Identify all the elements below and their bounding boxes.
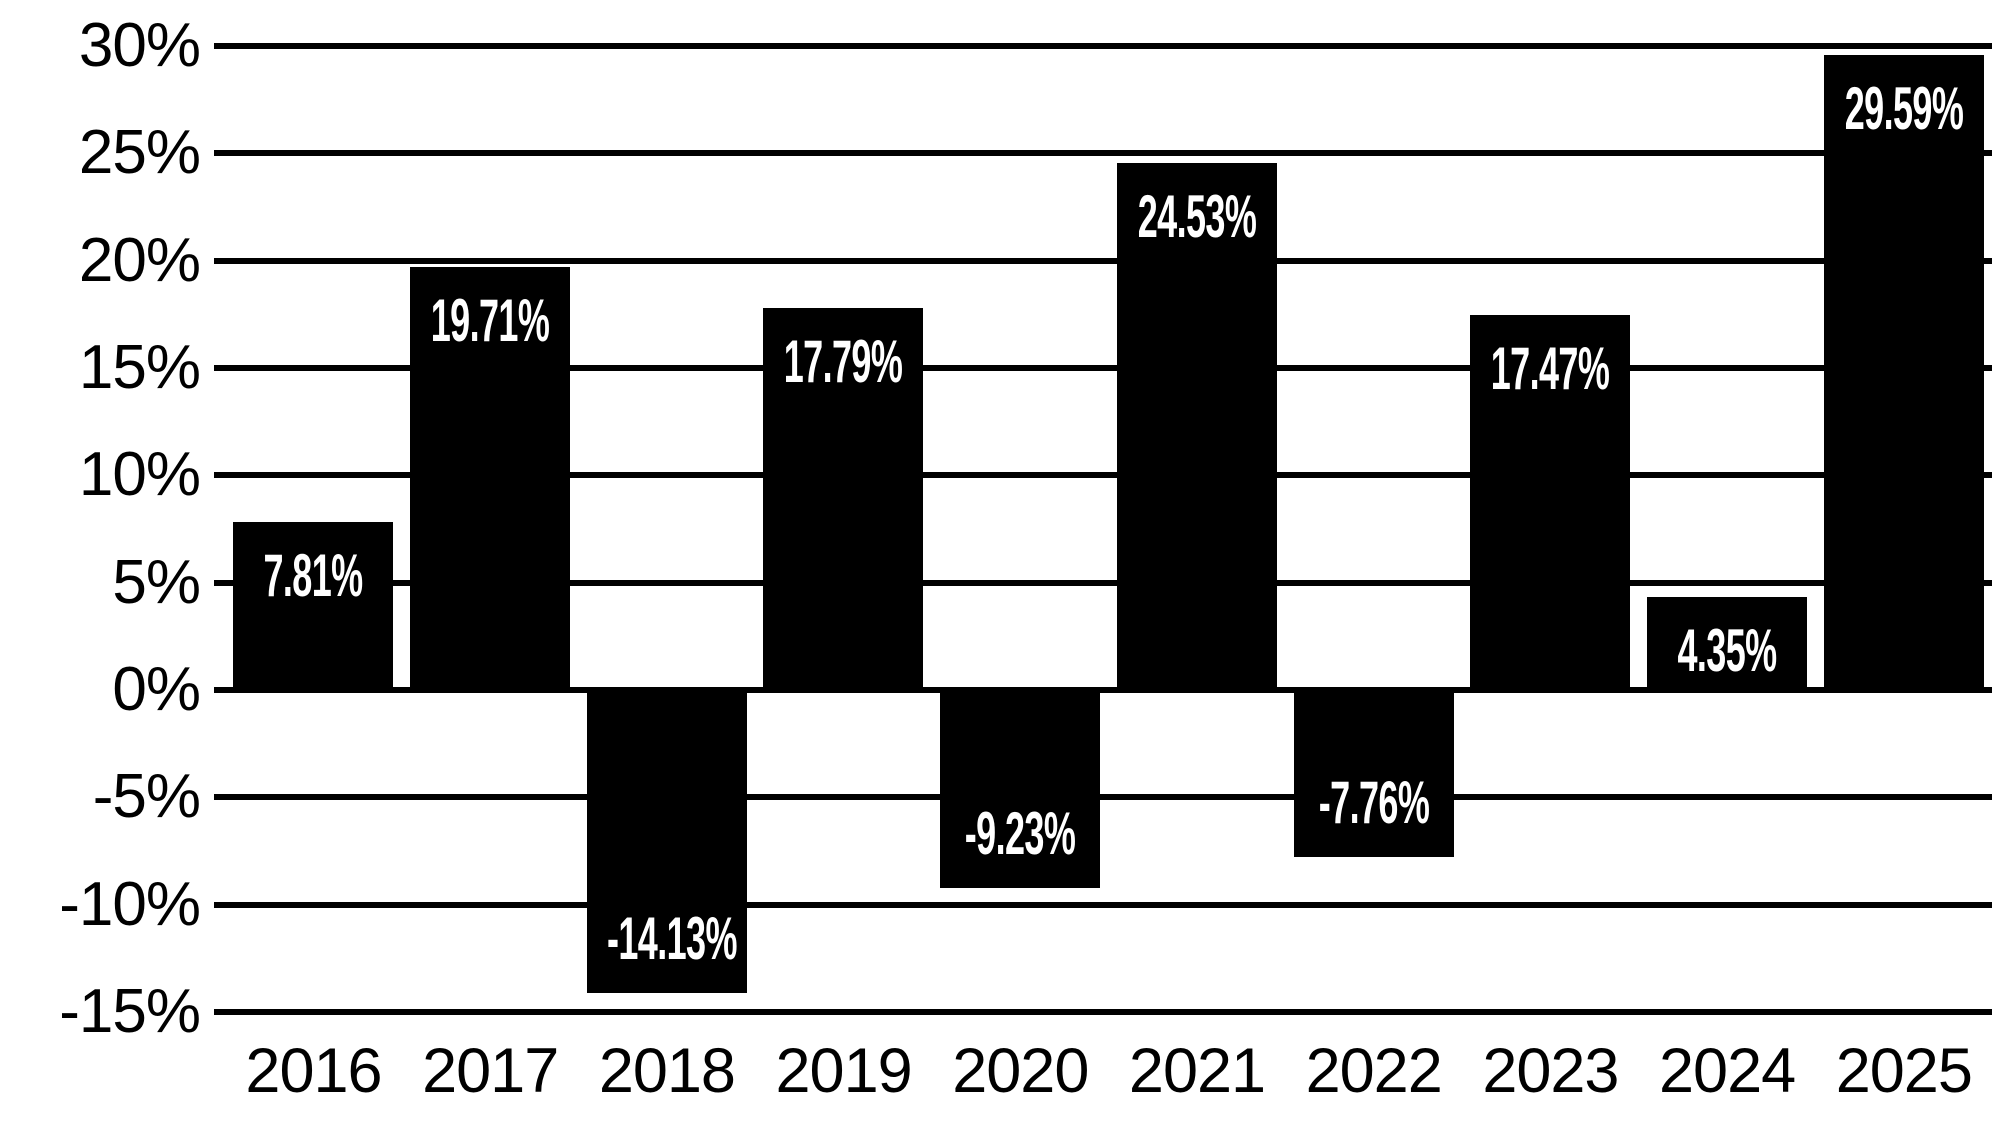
bar-2020: -9.23% [940,687,1101,889]
x-tick-label: 2018 [598,1036,736,1106]
bar-2017: 19.71% [410,266,571,693]
gridline [214,257,1992,264]
gridline [214,1009,1992,1015]
bar-2016: 7.81% [233,522,394,693]
y-tick-label: -15% [59,977,201,1046]
gridline [214,150,1992,157]
x-tick-label: 2024 [1659,1036,1796,1106]
gridline [214,794,1992,801]
gridline [214,687,1992,693]
bar-value-label: 29.59% [1844,74,1963,142]
bar-value-label: 24.53% [1137,183,1257,251]
y-tick-label: 0% [112,655,201,724]
bar-value-label: -14.13% [606,905,737,973]
bar-2023: 17.47% [1470,314,1631,693]
y-tick-label: 15% [78,332,201,402]
gridline [214,901,1992,908]
bar-value-label: 7.81% [263,542,364,610]
x-tick-label: 2021 [1128,1036,1266,1106]
bar-value-label: -9.23% [964,800,1076,868]
y-tick-label: 25% [78,118,201,188]
bar-value-label: 17.47% [1491,334,1610,402]
bar-2025: 29.59% [1823,54,1984,693]
gridline [214,472,1992,479]
bar-value-label: 17.79% [784,328,903,396]
x-tick-label: 2017 [422,1036,559,1106]
bar-2018: -14.13% [586,687,747,994]
y-tick-label: -5% [92,762,201,832]
bar-2021: 24.53% [1116,163,1277,693]
gridline [214,364,1992,371]
x-tick-label: 2025 [1835,1036,1973,1106]
bar-value-label: 4.35% [1677,616,1777,684]
gridline [214,579,1992,586]
x-tick-label: 2019 [775,1036,913,1106]
y-tick-label: -10% [59,869,201,939]
x-tick-label: 2020 [952,1036,1089,1106]
y-tick-label: 5% [112,547,201,617]
bar-value-label: -7.76% [1318,768,1429,836]
y-tick-label: 20% [78,225,201,295]
bar-2024: 4.35% [1646,596,1807,693]
gridline [214,42,1992,49]
bar-2022: -7.76% [1293,687,1454,857]
bar-2019: 17.79% [763,308,924,693]
y-tick-label: 10% [78,440,201,510]
bar-value-label: 19.71% [430,286,550,354]
y-tick-label: 30% [78,10,201,80]
x-tick-label: 2023 [1482,1036,1619,1106]
x-tick-label: 2016 [245,1036,382,1106]
x-tick-label: 2022 [1305,1036,1443,1106]
